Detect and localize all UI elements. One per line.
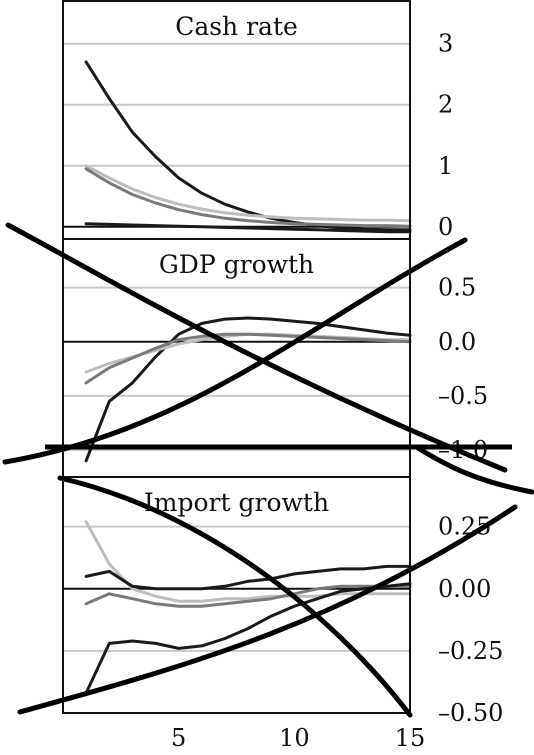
series-line-3 bbox=[84, 167, 412, 228]
panel-1: Cash rate 0 1 2 3 bbox=[62, 0, 453, 241]
series-line-3 bbox=[84, 584, 412, 608]
y-tick-label: 0.0 bbox=[438, 328, 476, 356]
y-tick-label: 1 bbox=[438, 152, 453, 180]
cross-line-panel3-desc bbox=[57, 475, 413, 718]
y-tick-label: 3 bbox=[438, 30, 453, 58]
cross-out-overlay bbox=[2, 222, 534, 718]
series-line-2 bbox=[84, 564, 412, 591]
series-line-4 bbox=[84, 582, 412, 695]
series-line-4 bbox=[84, 222, 412, 234]
series-line-1 bbox=[84, 60, 412, 232]
x-tick-label: 15 bbox=[395, 724, 426, 752]
series-line-1 bbox=[84, 520, 412, 603]
series-line-1 bbox=[84, 316, 412, 463]
x-tick-label: 10 bbox=[279, 724, 310, 752]
cross-line-panel3-asc bbox=[17, 504, 518, 715]
panel-title: Cash rate bbox=[175, 12, 298, 41]
series-line-2 bbox=[84, 164, 412, 223]
y-tick-label: 2 bbox=[438, 91, 453, 119]
panel-title: Import growth bbox=[144, 488, 329, 517]
panel-title: GDP growth bbox=[159, 250, 314, 279]
cross-line-right-edge bbox=[415, 445, 534, 495]
y-tick-label: –0.50 bbox=[438, 699, 503, 727]
y-tick-label: 0.5 bbox=[438, 274, 476, 302]
y-tick-label: –0.5 bbox=[438, 382, 488, 410]
y-tick-label: 0.00 bbox=[438, 575, 491, 603]
y-tick-label: 0 bbox=[438, 213, 453, 241]
y-tick-label: –0.25 bbox=[438, 637, 503, 665]
series-line-3 bbox=[84, 332, 412, 385]
panel-frame bbox=[62, 476, 411, 714]
cross-line-panel2-desc bbox=[5, 222, 508, 473]
x-tick-label: 5 bbox=[171, 724, 186, 752]
